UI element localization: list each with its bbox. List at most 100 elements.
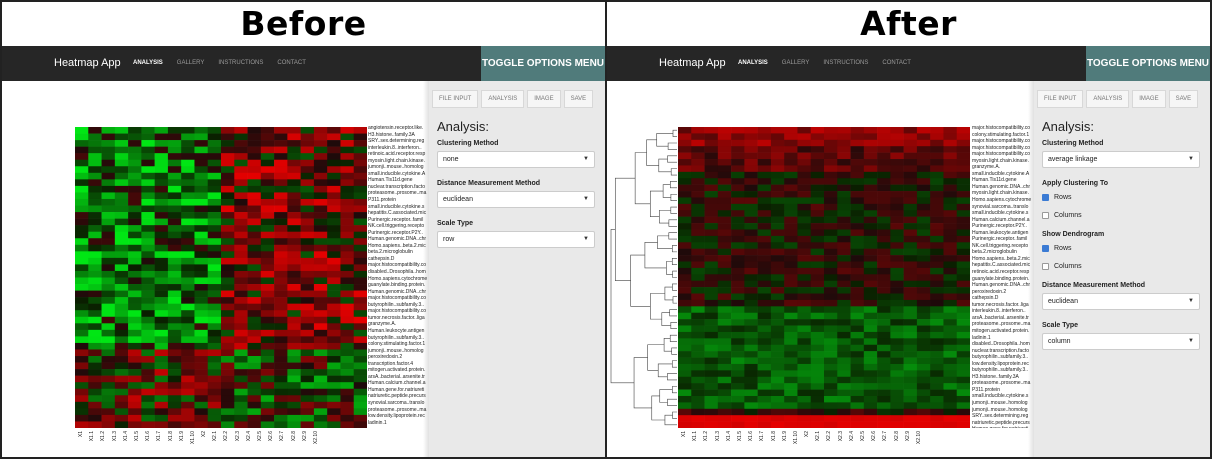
row-label: peroxiredoxin.2 (972, 288, 1007, 295)
tab-image[interactable]: IMAGE (527, 90, 561, 108)
nav-analysis[interactable]: ANALYSIS (133, 60, 163, 66)
heatmap-cell (784, 299, 798, 307)
heatmap-cell (824, 255, 838, 262)
heatmap-cell (154, 133, 169, 141)
heatmap-cell (877, 389, 891, 397)
heatmap-cell (327, 198, 341, 206)
nav-instructions[interactable]: INSTRUCTIONS (823, 60, 869, 66)
heatmap-cell (128, 185, 142, 193)
heatmap-cell (678, 319, 692, 326)
heatmap-cell (744, 197, 758, 205)
heatmap-cell (313, 218, 328, 226)
row-label: tumor.necrosis.factor..liga (972, 301, 1029, 308)
row-label: Homo.sapiens..beta.2.mic (972, 255, 1030, 262)
nav-contact[interactable]: CONTACT (277, 60, 306, 66)
dendro-columns-checkbox[interactable]: Columns (1042, 260, 1200, 272)
distance-select[interactable]: euclidean ▼ (437, 191, 595, 208)
heatmap-cell (744, 293, 758, 301)
heatmap-cell (704, 184, 719, 192)
dendrogram-branch (667, 155, 677, 163)
tab-analysis[interactable]: ANALYSIS (1086, 90, 1130, 108)
heatmap-cell (731, 261, 745, 269)
heatmap-cell (810, 357, 825, 365)
heatmap-cell (810, 395, 825, 403)
row-label: SRY..sex.determining.reg (972, 413, 1029, 420)
heatmap-cell (770, 255, 785, 262)
heatmap-cell (313, 225, 328, 232)
tab-save[interactable]: SAVE (1168, 90, 1199, 108)
heatmap-cell (101, 153, 116, 161)
heatmap-cell (916, 178, 931, 185)
heatmap-cell (877, 216, 891, 224)
heatmap-cell (154, 290, 169, 298)
heatmap-cell (340, 231, 355, 239)
tab-save[interactable]: SAVE (563, 90, 594, 108)
heatmap-cell (247, 356, 262, 363)
heatmap-cell (207, 329, 222, 337)
nav-gallery[interactable]: GALLERY (176, 60, 205, 66)
heatmap-cell (128, 375, 142, 383)
heatmap-cell (234, 218, 248, 226)
dendrogram-branch (610, 229, 635, 384)
scale-select[interactable]: row ▼ (437, 231, 595, 248)
heatmap-cell (353, 349, 367, 357)
heatmap-cell (757, 242, 772, 249)
heatmap-cell (181, 356, 195, 363)
heatmap-cell (260, 218, 275, 226)
nav-gallery[interactable]: GALLERY (781, 60, 810, 66)
heatmap-cell (770, 191, 785, 198)
heatmap-cell (717, 133, 732, 141)
heatmap-cell (678, 421, 692, 428)
heatmap-cell (731, 248, 745, 256)
heatmap-cell (141, 166, 155, 174)
tab-file-input[interactable]: FILE INPUT (432, 90, 479, 108)
tab-analysis[interactable]: ANALYSIS (481, 90, 525, 108)
dendro-rows-checkbox[interactable]: Rows (1042, 242, 1200, 254)
heatmap-cell (75, 323, 89, 331)
heatmap-cell (300, 270, 315, 278)
heatmap-cell (141, 264, 155, 272)
heatmap-cell (260, 153, 275, 161)
heatmap-cell (797, 383, 812, 390)
nav-contact[interactable]: CONTACT (882, 60, 911, 66)
heatmap-cell (956, 306, 970, 314)
clustering-select[interactable]: none ▼ (437, 151, 595, 168)
heatmap-cell (88, 257, 102, 265)
heatmap-cell (757, 287, 772, 294)
app-brand[interactable]: Heatmap App (659, 57, 726, 69)
heatmap-cell (154, 212, 169, 219)
toggle-options-button[interactable]: TOGGLE OPTIONS MENU (1086, 46, 1210, 81)
heatmap-cell (916, 325, 931, 333)
heatmap-cell (877, 338, 891, 346)
tab-file-input[interactable]: FILE INPUT (1037, 90, 1084, 108)
row-label: interleukin.8..interferon.. (972, 308, 1026, 315)
heatmap-cell (221, 179, 235, 187)
heatmap-cell (810, 408, 825, 416)
heatmap-cell (234, 179, 248, 187)
heatmap-cell (784, 383, 798, 390)
app-brand[interactable]: Heatmap App (54, 57, 121, 69)
nav-instructions[interactable]: INSTRUCTIONS (218, 60, 264, 66)
dendrogram-branch (667, 398, 677, 406)
heatmap-cell (863, 197, 878, 205)
heatmap-cell (797, 351, 812, 358)
heatmap-cell (731, 376, 745, 384)
scale-select[interactable]: column ▼ (1042, 333, 1200, 350)
heatmap-cell (744, 376, 758, 384)
toggle-options-button[interactable]: TOGGLE OPTIONS MENU (481, 46, 605, 81)
dendrogram-branch (672, 245, 677, 253)
heatmap-cell (863, 383, 878, 390)
distance-select[interactable]: euclidean ▼ (1042, 293, 1200, 310)
heatmap-cell (101, 231, 116, 239)
heatmap-cell (327, 166, 341, 174)
clustering-select[interactable]: average linkage ▼ (1042, 151, 1200, 168)
heatmap-cell (837, 152, 851, 160)
heatmap-cell (770, 261, 785, 269)
heatmap-cell (114, 310, 129, 318)
nav-analysis[interactable]: ANALYSIS (738, 60, 768, 66)
apply-rows-checkbox[interactable]: Rows (1042, 191, 1200, 203)
apply-columns-checkbox[interactable]: Columns (1042, 209, 1200, 221)
heatmap-cell (903, 133, 918, 141)
heatmap-cell (770, 415, 785, 422)
tab-image[interactable]: IMAGE (1132, 90, 1166, 108)
